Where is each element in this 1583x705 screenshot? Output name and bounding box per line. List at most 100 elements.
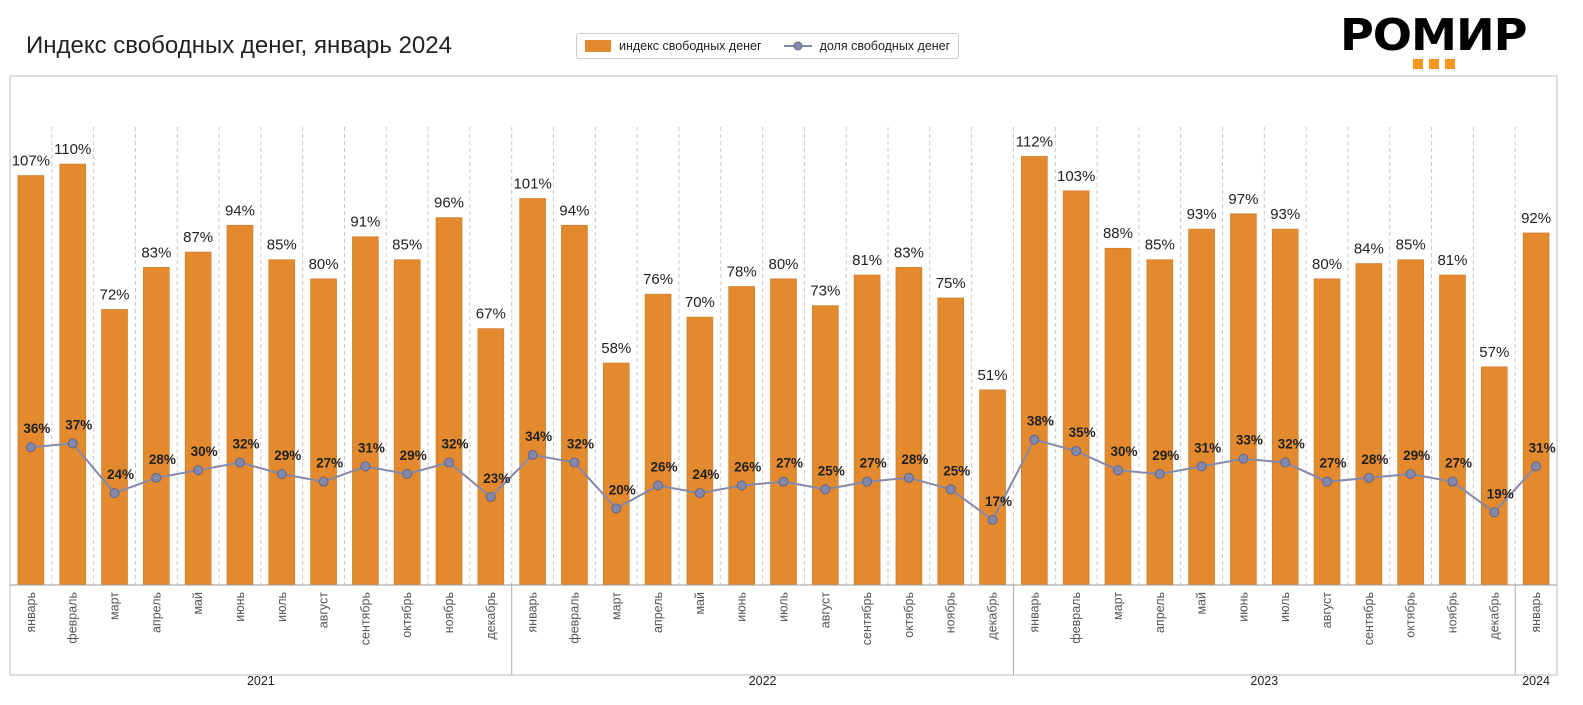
month-label: февраль	[567, 592, 581, 644]
month-label: январь	[1027, 592, 1041, 633]
legend-swatch-bar	[585, 40, 611, 52]
bar	[268, 259, 296, 586]
line-point	[1238, 453, 1249, 464]
line-point	[1154, 469, 1165, 480]
month-label: январь	[1529, 592, 1543, 633]
month-label: июль	[777, 592, 791, 622]
line-value-label: 28%	[1361, 452, 1388, 467]
month-label: январь	[526, 592, 540, 633]
bar-value-label: 93%	[1270, 206, 1300, 223]
month-label: ноябрь	[1445, 592, 1459, 633]
bar-value-label: 67%	[476, 306, 506, 323]
month-label: сентябрь	[1362, 592, 1376, 645]
month-label: март	[108, 592, 122, 620]
logo-square	[1445, 59, 1455, 69]
bar	[143, 267, 170, 586]
legend-item-line: доля свободных денег	[783, 39, 950, 53]
bar	[352, 236, 379, 586]
line-point	[360, 461, 371, 472]
line-value-label: 27%	[860, 456, 887, 471]
bar-value-label: 85%	[1396, 237, 1426, 254]
line-value-label: 31%	[1194, 440, 1221, 455]
bar-value-label: 58%	[601, 340, 631, 357]
line-point	[276, 469, 287, 480]
line-point	[402, 469, 413, 480]
line-value-label: 37%	[65, 417, 92, 432]
line-value-label: 29%	[400, 448, 427, 463]
line-point	[234, 457, 245, 468]
bar	[602, 362, 630, 586]
bar-value-label: 83%	[141, 244, 171, 261]
bar-value-label: 57%	[1479, 344, 1509, 361]
bar	[686, 316, 714, 586]
bar-value-label: 84%	[1354, 241, 1384, 258]
line-value-label: 17%	[985, 494, 1012, 509]
line-point	[569, 457, 580, 468]
line-value-label: 29%	[1152, 448, 1179, 463]
month-label: декабрь	[986, 592, 1000, 640]
bar	[770, 278, 797, 586]
bar	[1355, 263, 1383, 586]
line-value-label: 23%	[483, 471, 510, 486]
logo-square	[1413, 59, 1423, 69]
bar	[1188, 228, 1215, 586]
line-value-label: 26%	[734, 459, 761, 474]
bar-value-label: 78%	[727, 263, 757, 280]
month-label: октябрь	[902, 592, 916, 638]
line-point	[862, 476, 873, 487]
month-label: январь	[24, 592, 38, 633]
bar	[1439, 274, 1466, 586]
line-value-label: 25%	[943, 463, 970, 478]
bar	[1522, 232, 1550, 586]
line-value-label: 32%	[441, 437, 468, 452]
bar	[895, 267, 923, 586]
month-label: апрель	[149, 592, 163, 633]
bar	[477, 328, 505, 586]
month-label: апрель	[1153, 592, 1167, 633]
line-point	[653, 480, 664, 491]
bar-value-label: 93%	[1187, 206, 1217, 223]
line-value-label: 32%	[567, 437, 594, 452]
line-value-label: 27%	[1445, 456, 1472, 471]
month-label: июнь	[233, 592, 247, 622]
bar	[812, 305, 839, 586]
line-point	[527, 449, 538, 460]
bar-value-label: 97%	[1228, 191, 1258, 208]
month-label: март	[1111, 592, 1125, 620]
line-point	[109, 488, 120, 499]
bar	[1146, 259, 1174, 586]
bar-value-label: 110%	[54, 141, 91, 158]
month-label: август	[317, 592, 331, 629]
line-point	[67, 438, 78, 449]
legend: индекс свободных денег доля свободных де…	[576, 33, 960, 59]
year-label: 2022	[749, 674, 777, 688]
line-point	[1531, 461, 1542, 472]
line-point	[1029, 434, 1040, 445]
line-value-label: 30%	[191, 444, 218, 459]
month-label: декабрь	[484, 592, 498, 640]
line-value-label: 27%	[1320, 456, 1347, 471]
line-point	[1112, 465, 1123, 476]
month-label: август	[818, 592, 832, 629]
line-point	[485, 491, 496, 502]
bar-value-label: 85%	[267, 237, 297, 254]
month-label: апрель	[651, 592, 665, 633]
bar-value-label: 107%	[12, 153, 50, 170]
line-value-label: 32%	[232, 437, 259, 452]
month-label: июнь	[735, 592, 749, 622]
bar	[728, 286, 755, 586]
bar-value-label: 112%	[1016, 133, 1053, 150]
line-value-label: 26%	[651, 459, 678, 474]
line-point	[611, 503, 622, 514]
month-label: декабрь	[1487, 592, 1501, 640]
bar	[644, 293, 672, 586]
line-value-label: 28%	[901, 452, 928, 467]
logo-text: РОМИР	[1340, 10, 1527, 61]
bar-value-label: 80%	[1312, 256, 1342, 273]
line-point	[694, 488, 705, 499]
month-label: май	[693, 592, 707, 615]
chart-title: Индекс свободных денег, январь 2024	[26, 32, 452, 59]
line-value-label: 31%	[358, 440, 385, 455]
line-value-label: 27%	[316, 456, 343, 471]
